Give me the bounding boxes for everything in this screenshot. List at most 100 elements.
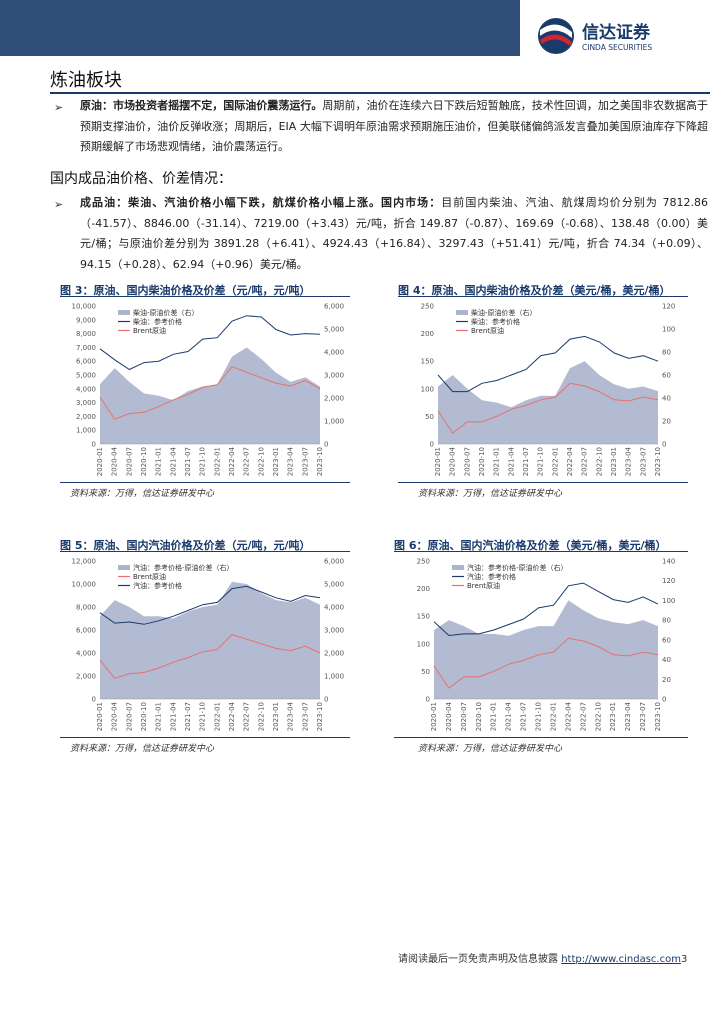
legend-label: 汽油：参考价格 [467, 572, 516, 581]
x-tick-label: 2023-01 [272, 702, 280, 731]
footer-disclaimer: 请阅读最后一页免责声明及信息披露 [398, 954, 562, 965]
x-tick-label: 2022-04 [228, 701, 236, 731]
y-right-tick-label: 3,000 [324, 627, 344, 635]
legend-label: Brent原油 [471, 326, 504, 335]
x-tick-label: 2023-07 [301, 447, 309, 476]
x-tick-label: 2022-07 [581, 447, 589, 476]
crude-paragraph: 原油：市场投资者摇摆不定，国际油价震荡运行。周期前，油价在连续六日下跌后短暂触底… [80, 96, 708, 158]
y-left-tick-label: 150 [417, 613, 430, 621]
sub-heading: 国内成品油价格、价差情况： [50, 171, 232, 187]
y-left-tick-label: 5,000 [76, 372, 96, 380]
crude-body: 周期前，油价在连续六日下跌后短暂触底，技术性回调，加之美国非农数据高于预期支撑油… [80, 99, 709, 153]
series-area [438, 361, 658, 444]
chart-svg: 0 50 100 150 200 250 0 20 40 60 80 100 120 2020-01 202… [421, 303, 676, 477]
series-line [99, 634, 321, 679]
y-left-tick-label: 3,000 [76, 399, 96, 407]
cinda-logo: 信达证券 CINDA SECURITIES [536, 14, 716, 56]
figure-4-title: 图 4：原油、国内柴油价格及价差（美元/桶，美元/桶） [398, 284, 671, 297]
figure-3-source: 资料来源：万得，信达证券研发中心 [70, 489, 215, 499]
x-tick-label: 2021-10 [199, 447, 207, 476]
y-left-tick-label: 2,000 [76, 673, 96, 681]
y-left-tick-label: 250 [421, 303, 434, 311]
x-tick-label: 2020-07 [125, 702, 133, 731]
x-tick-label: 2023-07 [301, 702, 309, 731]
y-left-tick-label: 200 [417, 585, 430, 593]
x-tick-label: 2023-04 [287, 446, 295, 476]
figure-5-rule [60, 551, 350, 552]
y-right-tick-label: 0 [662, 441, 666, 449]
x-tick-label: 2021-01 [493, 447, 501, 476]
figure-6-rule [394, 551, 688, 552]
y-right-tick-label: 4,000 [324, 349, 344, 357]
x-tick-label: 2020-04 [111, 446, 119, 476]
page-number: 3 [680, 954, 688, 965]
y-right-tick-label: 140 [662, 558, 675, 566]
y-right-tick-label: 60 [662, 636, 671, 644]
y-left-tick-label: 7,000 [76, 344, 96, 352]
figure-4-source: 资料来源：万得，信达证券研发中心 [418, 489, 563, 499]
x-tick-label: 2023-01 [272, 447, 280, 476]
x-tick-label: 2021-04 [507, 446, 515, 476]
y-right-tick-label: 5,000 [324, 326, 344, 334]
figure-5-chart: 0 2,000 4,000 6,000 8,000 10,000 12,000 0 1,000 2… [60, 553, 350, 735]
y-left-tick-label: 4,000 [76, 650, 96, 658]
legend-label: 柴油-原油价差（右） [133, 308, 199, 317]
x-tick-label: 2022-01 [549, 702, 557, 731]
x-tick-label: 2021-10 [535, 702, 543, 731]
series-area [434, 600, 658, 699]
legend-label: 汽油：参考价格-原油价差（右） [467, 563, 568, 572]
x-tick-label: 2021-07 [520, 702, 528, 731]
y-left-tick-label: 6,000 [76, 358, 96, 366]
x-tick-label: 2022-01 [213, 702, 221, 731]
section-title: 炼油板块 [50, 70, 122, 91]
chart-svg: 0 1,000 2,000 3,000 4,000 5,000 6,000 7,000 8,00… [72, 303, 345, 477]
y-left-tick-label: 10,000 [72, 303, 97, 311]
figure-6-title: 图 6：原油、国内汽油价格及价差（美元/桶，美元/桶） [394, 539, 667, 552]
x-tick-label: 2020-07 [125, 447, 133, 476]
x-tick-label: 2023-04 [625, 446, 633, 476]
y-left-tick-label: 0 [92, 441, 96, 449]
y-right-tick-label: 80 [662, 617, 671, 625]
x-tick-label: 2021-01 [155, 447, 163, 476]
x-tick-label: 2020-10 [140, 702, 148, 731]
figure-4-rule [398, 296, 688, 297]
header-band [0, 0, 520, 56]
bullet-arrow-icon: ➢ [54, 101, 64, 114]
y-right-tick-label: 0 [324, 441, 328, 449]
figure-5-title: 图 5：原油、国内汽油价格及价差（元/吨，元/吨） [60, 539, 311, 552]
y-right-tick-label: 3,000 [324, 372, 344, 380]
figure-4-chart: 0 50 100 150 200 250 0 20 40 60 80 100 120 2020-01 202… [398, 298, 688, 480]
legend-swatch [118, 565, 130, 570]
x-tick-label: 2021-07 [522, 447, 530, 476]
x-tick-label: 2023-04 [287, 701, 295, 731]
figure-6-chart: 0 50 100 150 200 250 0 20 40 60 80 100 120 140 2020-01… [394, 553, 688, 735]
series-line [433, 582, 659, 637]
x-tick-label: 2022-10 [257, 447, 265, 476]
x-tick-label: 2020-04 [449, 446, 457, 476]
y-left-tick-label: 250 [417, 558, 430, 566]
series-line [437, 335, 659, 393]
figure-5-bottom-rule [60, 737, 350, 738]
y-right-tick-label: 1,000 [324, 673, 344, 681]
legend-swatch [456, 310, 468, 315]
x-tick-label: 2020-07 [463, 447, 471, 476]
x-tick-label: 2023-07 [639, 447, 647, 476]
legend-label: Brent原油 [133, 326, 166, 335]
logo-mark-icon [538, 18, 574, 54]
x-tick-label: 2023-10 [316, 447, 324, 476]
x-tick-label: 2022-04 [564, 701, 572, 731]
x-tick-label: 2023-01 [609, 702, 617, 731]
section-divider [50, 92, 710, 94]
y-right-tick-label: 5,000 [324, 581, 344, 589]
y-left-tick-label: 0 [426, 696, 430, 704]
y-left-tick-label: 100 [421, 385, 434, 393]
x-tick-label: 2023-01 [610, 447, 618, 476]
footer-link[interactable]: http://www.cindasc.com [561, 954, 681, 965]
y-right-tick-label: 0 [662, 696, 666, 704]
y-left-tick-label: 150 [421, 358, 434, 366]
figure-5-source: 资料来源：万得，信达证券研发中心 [70, 744, 215, 754]
series-line [99, 315, 321, 371]
y-right-tick-label: 120 [662, 577, 675, 585]
y-right-tick-label: 6,000 [324, 558, 344, 566]
products-body: 目前国内柴油、汽油、航煤周均价分别为 7812.86（-41.57）、8846.… [80, 196, 708, 271]
